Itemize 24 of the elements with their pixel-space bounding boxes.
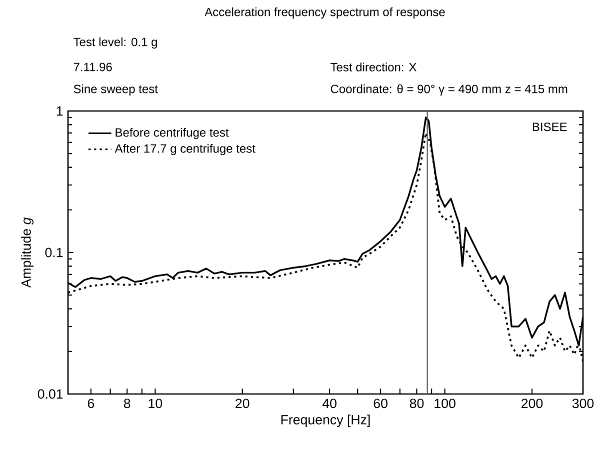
x-tick-label: 100	[434, 398, 456, 408]
chart-title: Acceleration frequency spectrum of response	[204, 7, 445, 19]
text: Test direction: X	[330, 62, 416, 72]
x-tick-label: 60	[374, 398, 388, 408]
y-tick-label: 0.01	[38, 389, 63, 399]
text: Sine sweep test	[74, 84, 158, 96]
legend-label: After 17.7 g centrifuge test	[114, 144, 256, 156]
x-tick-label: 20	[236, 398, 250, 408]
x-axis-title: Frequency [Hz]	[281, 414, 370, 428]
legend-label: Before centrifuge test	[116, 128, 229, 140]
x-tick-label: 80	[410, 398, 424, 408]
x-tick-label: 300	[572, 398, 594, 408]
text: 7.11.96	[74, 62, 112, 72]
text: Coordinate: θ = 90° γ = 490 mm z = 415 mm	[330, 84, 568, 96]
y-tick-label: 0.1	[45, 248, 63, 258]
x-tick-label: 200	[522, 398, 543, 408]
x-tick-label: 40	[322, 398, 336, 408]
x-tick-label: 10	[148, 398, 162, 408]
x-tick-label: 8	[124, 398, 130, 408]
y-axis-title: Amplitude g	[21, 217, 34, 288]
y-tick-label: 1	[56, 106, 63, 116]
annotation: BISEE	[532, 122, 567, 132]
x-tick-label: 6	[88, 398, 94, 408]
text: Test level: 0.1 g	[74, 37, 157, 49]
